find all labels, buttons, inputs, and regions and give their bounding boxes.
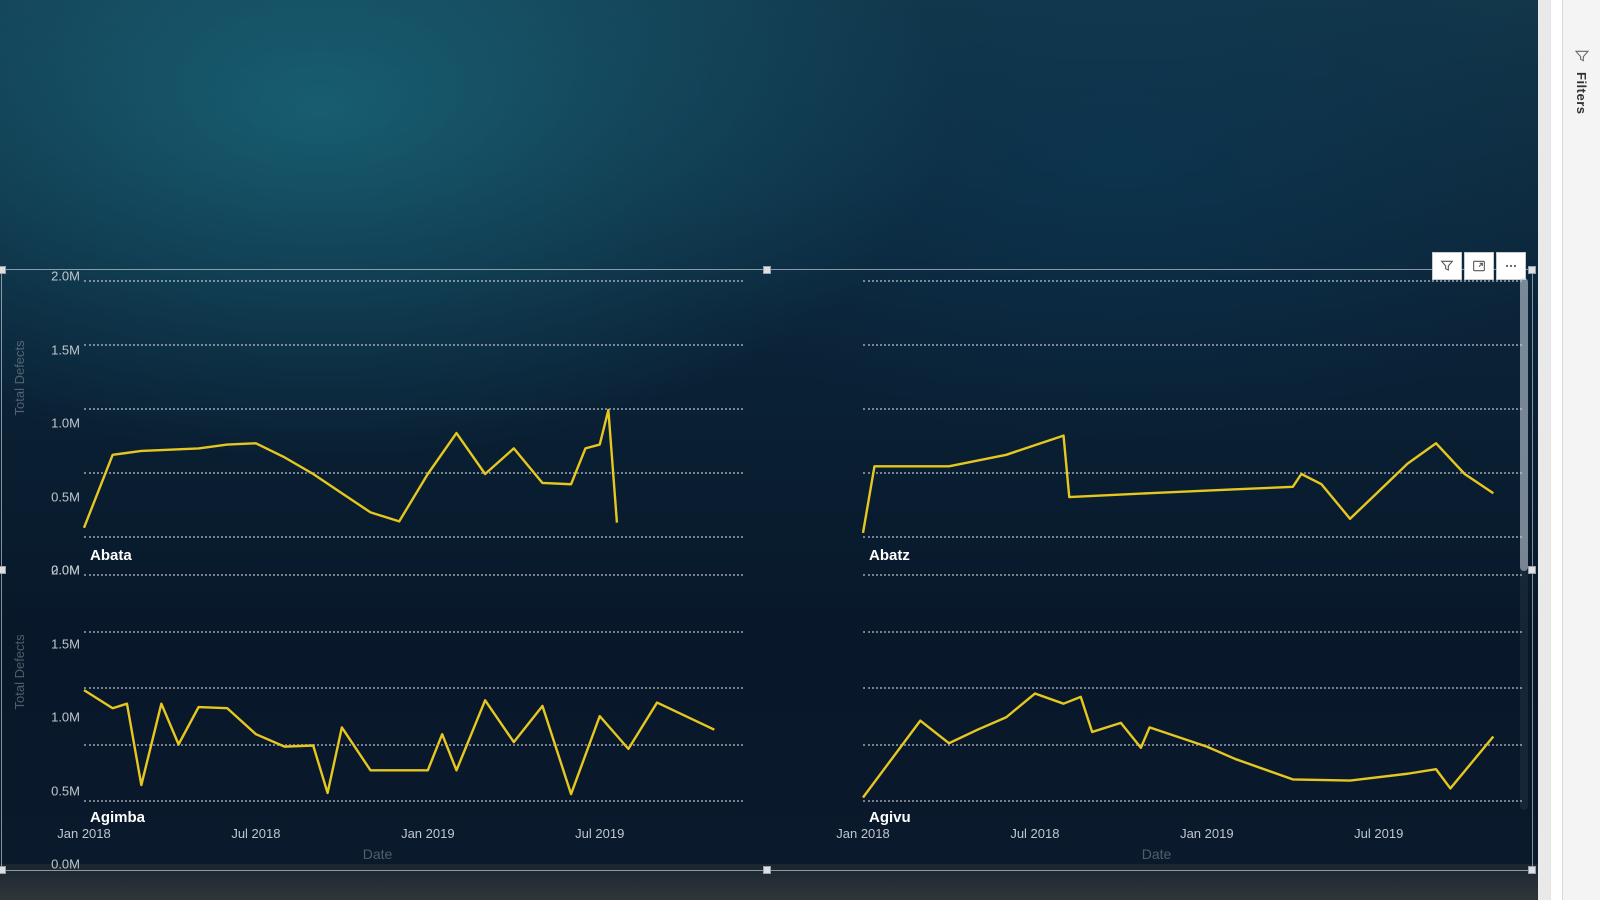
panel-title: Abatz <box>869 547 910 564</box>
visual-scrollbar-thumb[interactable] <box>1520 278 1528 571</box>
resize-handle-s[interactable] <box>763 866 771 874</box>
resize-handle-se[interactable] <box>1528 866 1536 874</box>
x-tick-label: Jan 2018 <box>57 826 111 841</box>
y-tick-label: 1.0M <box>51 710 80 725</box>
filters-pane-label: Filters <box>1574 72 1589 115</box>
visual-scrollbar[interactable] <box>1520 278 1528 810</box>
y-tick-label: 2.0M <box>51 563 80 578</box>
panel-title: Abata <box>90 547 132 564</box>
filter-icon <box>1574 48 1590 64</box>
x-tick-label: Jul 2019 <box>575 826 624 841</box>
x-tick-label: Jul 2018 <box>1010 826 1059 841</box>
y-tick-label: 1.5M <box>51 342 80 357</box>
y-tick-label: 1.5M <box>51 636 80 651</box>
x-tick-row: Jan 2018Jul 2018Jan 2019Jul 2019 <box>863 826 1522 844</box>
chart-panel[interactable]: Abatz <box>787 276 1526 570</box>
y-tick-label: 0.5M <box>51 489 80 504</box>
x-tick-label: Jul 2019 <box>1354 826 1403 841</box>
panel-title: Agimba <box>90 809 145 826</box>
plot-area <box>863 576 1522 802</box>
chart-panel[interactable]: Total Defects0.0M0.5M1.0M1.5M2.0MAbata <box>8 276 747 570</box>
y-tick-label: 0.0M <box>51 857 80 872</box>
y-tick-label: 0.5M <box>51 783 80 798</box>
chart-panel[interactable]: Total Defects0.0M0.5M1.0M1.5M2.0MAgimbaJ… <box>8 570 747 864</box>
x-tick-row: Jan 2018Jul 2018Jan 2019Jul 2019 <box>84 826 743 844</box>
chart-panel[interactable]: AgivuJan 2018 Jul 2018 Jan 2019 Jul 2019 Dat… <box>787 570 1526 864</box>
y-axis-title: Total Defects <box>12 634 27 709</box>
resize-handle-n[interactable] <box>763 266 771 274</box>
line-series <box>863 576 1522 802</box>
y-axis-title: Total Defects <box>12 340 27 415</box>
resize-handle-e[interactable] <box>1528 566 1536 574</box>
resize-handle-sw[interactable] <box>0 866 6 874</box>
x-axis-title: Date <box>363 846 393 862</box>
small-multiples-visual[interactable]: Total Defects 0.0M 0.5M 1.0M 1.5M 2.0M Abata Ab… <box>2 270 1532 870</box>
line-series <box>84 576 743 802</box>
x-axis-title: Date <box>1142 846 1172 862</box>
line-series <box>863 282 1522 538</box>
plot-area <box>863 282 1522 538</box>
report-canvas[interactable]: Filters Total Defects 0.0M 0.5M 1.0M 1.5M 2.0… <box>0 0 1600 900</box>
x-tick-label: Jan 2018 <box>836 826 890 841</box>
pane-gap <box>1550 0 1562 900</box>
panel-title: Agivu <box>869 809 911 826</box>
y-tick-label: 2.0M <box>51 269 80 284</box>
x-tick-label: Jan 2019 <box>1180 826 1234 841</box>
plot-area <box>84 576 743 802</box>
x-tick-label: Jan 2019 <box>401 826 455 841</box>
canvas-scrollbar-track[interactable] <box>1538 0 1550 900</box>
resize-handle-w[interactable] <box>0 566 6 574</box>
resize-handle-nw[interactable] <box>0 266 6 274</box>
x-tick-label: Jul 2018 <box>231 826 280 841</box>
small-multiples-grid: Total Defects0.0M0.5M1.0M1.5M2.0MAbataAb… <box>8 276 1526 864</box>
y-tick-label: 1.0M <box>51 416 80 431</box>
filters-pane-collapsed[interactable]: Filters <box>1562 0 1600 900</box>
plot-area <box>84 282 743 538</box>
resize-handle-ne[interactable] <box>1528 266 1536 274</box>
line-series <box>84 282 743 538</box>
